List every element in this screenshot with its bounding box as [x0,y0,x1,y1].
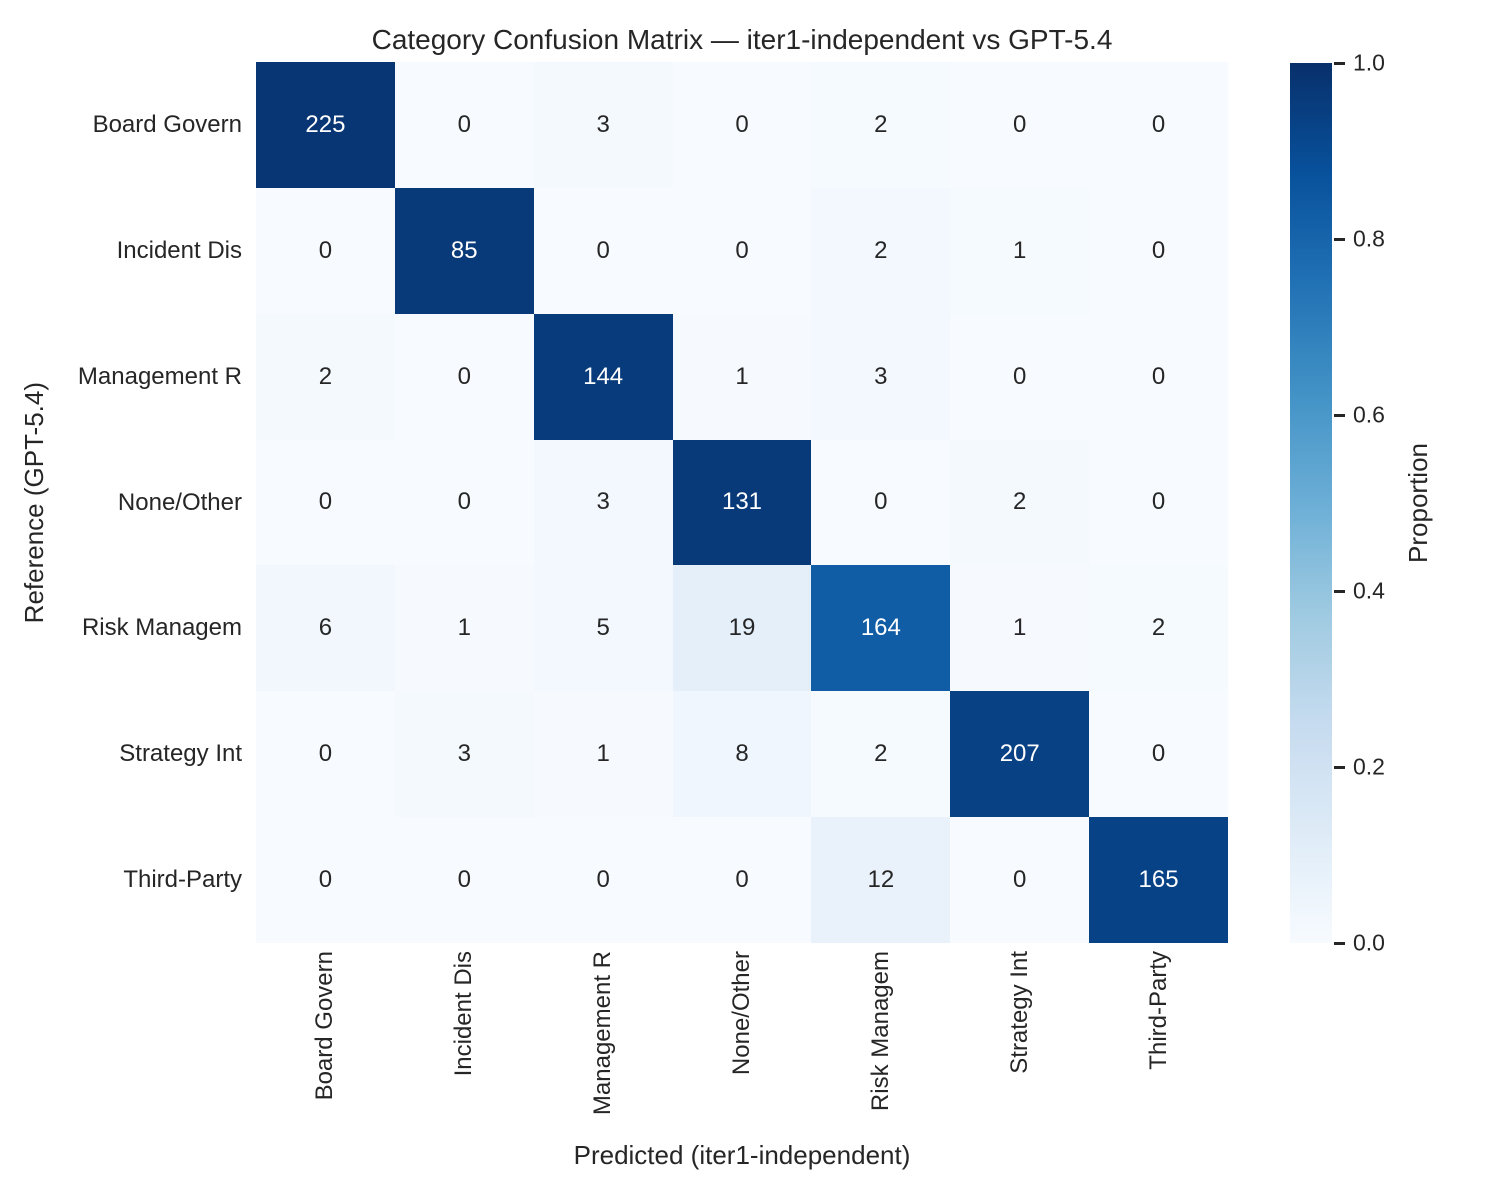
heatmap-cell: 0 [672,817,812,943]
heatmap-cell: 19 [672,565,812,692]
colorbar-tick-mark [1334,61,1345,65]
heatmap-cell: 3 [394,691,534,818]
heatmap-cell: 1 [950,565,1090,692]
y-tick-label: Risk Managem [81,614,242,642]
colorbar-tick-label: 0.8 [1353,225,1385,252]
heatmap-cell: 2 [811,691,951,818]
colorbar-tick-label: 0.6 [1353,401,1385,428]
colorbar-tick-label: 0.4 [1353,577,1385,604]
colorbar-tick-mark [1334,589,1345,593]
x-tick-label: Board Govern [311,951,339,1101]
heatmap-cell: 0 [394,439,534,566]
colorbar-tick-mark [1334,413,1345,417]
heatmap-cell: 0 [256,187,395,314]
heatmap-cell: 0 [950,817,1090,943]
x-tick-label: Risk Managem [866,951,894,1112]
heatmap-cell: 0 [256,439,395,566]
heatmap-cell: 0 [1089,313,1228,440]
heatmap-cell: 0 [394,62,534,188]
heatmap-cell: 6 [256,565,395,692]
colorbar-label-text: Proportion [1402,443,1433,563]
heatmap-cell: 1 [394,565,534,692]
colorbar-label: Proportion [1396,63,1440,943]
heatmap-cell: 0 [256,691,395,818]
heatmap-cell: 3 [811,313,951,440]
heatmap-cell: 1 [533,691,673,818]
heatmap-grid: 225 0 3 0 2 0 0 0 85 0 0 2 1 0 2 0 144 1 3 0 0 0 0 3 131 0 2 0 6 1 5 19… [256,62,1228,943]
heatmap-cell: 1 [950,187,1090,314]
colorbar-tick-label: 0.0 [1353,929,1385,956]
colorbar-tick-label: 0.2 [1353,753,1385,780]
heatmap-cell: 0 [1089,187,1228,314]
chart-title: Category Confusion Matrix — iter1-indepe… [371,24,1113,55]
y-tick-label: None/Other [117,488,242,516]
x-tick-label: None/Other [728,951,755,1076]
x-tick-label: Incident Dis [450,951,478,1077]
heatmap-cell: 0 [394,817,534,943]
y-tick-label: Board Govern [92,110,242,138]
colorbar-gradient [1290,63,1332,943]
heatmap-cell: 0 [811,439,951,566]
heatmap-cell: 1 [672,313,812,440]
x-tick-labels: Board Govern Incident Dis Management R None… [256,951,1228,1146]
x-tick-label: Strategy Int [1005,951,1033,1074]
colorbar-tick-mark [1334,765,1345,769]
heatmap-cell: 0 [672,187,812,314]
heatmap-cell: 144 [533,313,673,440]
heatmap-cell: 2 [256,313,395,440]
heatmap-cell: 85 [394,187,534,314]
heatmap-cell: 5 [533,565,673,692]
heatmap-cell: 8 [672,691,812,818]
heatmap-cell: 225 [256,62,395,188]
heatmap-cell: 2 [811,62,951,188]
heatmap-cell: 0 [394,313,534,440]
y-tick-label: Incident Dis [116,236,242,264]
heatmap-cell: 164 [811,565,951,692]
heatmap-cell: 0 [950,62,1090,188]
heatmap-cell: 0 [950,313,1090,440]
heatmap-cell: 0 [672,62,812,188]
heatmap-cell: 0 [533,817,673,943]
heatmap-cell: 0 [1089,691,1228,818]
colorbar-tick-mark [1334,941,1345,945]
heatmap-cell: 131 [672,439,812,566]
heatmap-cell: 2 [811,187,951,314]
heatmap-cell: 207 [950,691,1090,818]
y-tick-label: Third-Party [123,866,242,894]
heatmap-cell: 0 [1089,439,1228,566]
colorbar-tick-label: 1.0 [1353,49,1385,76]
heatmap-cell: 2 [950,439,1090,566]
heatmap-cell: 0 [256,817,395,943]
heatmap-cell: 0 [1089,62,1228,188]
y-tick-label: Management R [77,362,242,390]
x-tick-label: Management R [589,951,617,1116]
heatmap-cell: 3 [533,439,673,566]
x-axis-title: Predicted (iter1-independent) [573,1140,911,1170]
heatmap-cell: 165 [1089,817,1228,943]
x-tick-label: Third-Party [1144,951,1172,1070]
heatmap-cell: 12 [811,817,951,943]
heatmap-cell: 2 [1089,565,1228,692]
heatmap-cell: 3 [533,62,673,188]
heatmap-cell: 0 [533,187,673,314]
colorbar-tick-mark [1334,237,1345,241]
y-tick-labels: Board Govern Incident Dis Management R None… [0,62,242,943]
y-tick-label: Strategy Int [119,740,242,768]
